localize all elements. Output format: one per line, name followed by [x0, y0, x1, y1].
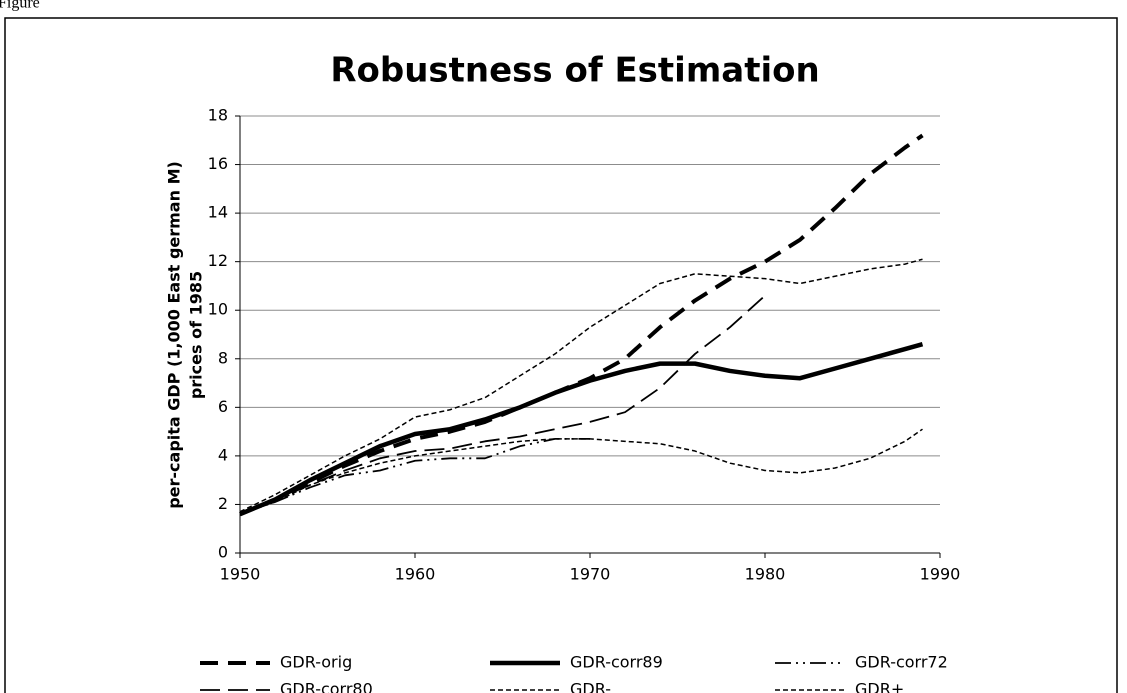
legend-label: GDR-	[570, 680, 611, 693]
y-tick-label: 2	[218, 494, 228, 513]
figure-label: Figure	[0, 0, 40, 12]
y-tick-label: 10	[208, 300, 228, 319]
legend-label: GDR-orig	[280, 653, 352, 672]
x-tick-label: 1970	[570, 565, 611, 584]
y-tick-label: 18	[208, 106, 228, 125]
x-tick-label: 1950	[220, 565, 261, 584]
x-tick-label: 1990	[920, 565, 961, 584]
y-tick-label: 6	[218, 397, 228, 416]
y-axis-label: per-capita GDP (1,000 East german M)	[165, 161, 184, 509]
frame	[4, 17, 1118, 693]
y-tick-label: 12	[208, 251, 228, 270]
legend-label: GDR-corr80	[280, 680, 373, 693]
chart-title: Robustness of Estimation	[330, 51, 819, 91]
legend-label: GDR+	[855, 680, 904, 693]
series-line	[239, 342, 924, 517]
y-tick-label: 4	[218, 445, 228, 464]
legend-label: GDR-corr72	[855, 653, 948, 672]
y-axis-label: prices of 1985	[187, 271, 206, 399]
x-tick-label: 1960	[395, 565, 436, 584]
legend-label: GDR-corr89	[570, 653, 663, 672]
series-line	[239, 258, 923, 513]
series-line	[239, 437, 590, 516]
y-tick-label: 16	[208, 154, 228, 173]
series-line	[239, 294, 766, 515]
y-tick-label: 8	[218, 348, 228, 367]
y-tick-label: 14	[208, 203, 228, 222]
x-tick-label: 1980	[745, 565, 786, 584]
y-tick-label: 0	[218, 543, 228, 562]
series-line	[239, 133, 924, 517]
series-line	[239, 428, 923, 515]
